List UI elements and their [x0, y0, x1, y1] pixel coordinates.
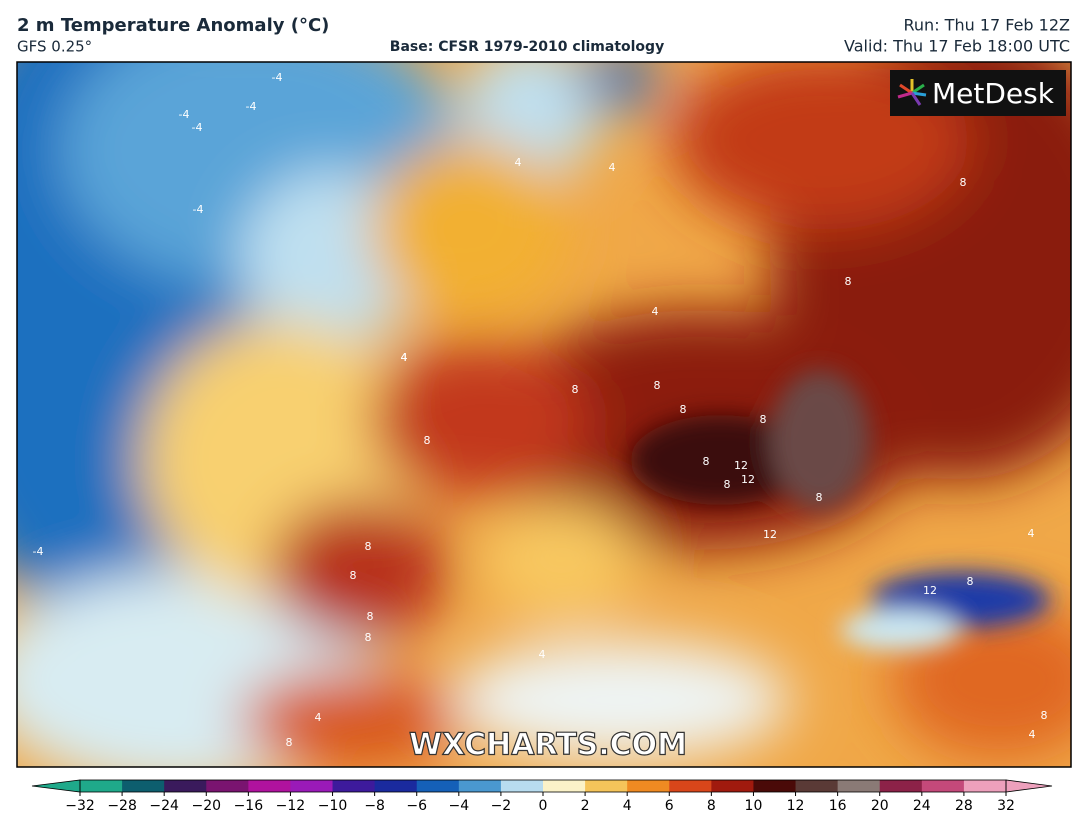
- colorbar-extend-high: [1005, 779, 1053, 793]
- contour-label: 8: [286, 736, 293, 749]
- contour-label: 8: [654, 379, 661, 392]
- colorbar-tick-label: 6: [665, 798, 674, 814]
- contour-label: 8: [572, 383, 579, 396]
- colorbar-tick-label: 4: [623, 798, 632, 814]
- watermark: WXCHARTS.COM: [409, 728, 687, 763]
- map: MetDesk WXCHARTS.COM -4-4-4-4-4-444 44888…: [17, 62, 1071, 767]
- colorbar-segment: [122, 780, 165, 792]
- contour-label: 4: [401, 351, 408, 364]
- colorbar-segment: [711, 780, 754, 792]
- logo-icon: [897, 79, 927, 106]
- colorbar: −32 −28 −24 −20 −16 −12 −10 −8 −6 −4 −2 0 2 4 6 8 10 12 16…: [31, 779, 1053, 814]
- colorbar-segment: [164, 780, 207, 792]
- colorbar-segment: [374, 780, 418, 792]
- contour-label: 8: [680, 403, 687, 416]
- contour-label: 4: [539, 648, 546, 661]
- colorbar-tick-label: 2: [581, 798, 590, 814]
- contour-label: 8: [703, 455, 710, 468]
- contour-label: 8: [845, 275, 852, 288]
- contour-label: 8: [760, 413, 767, 426]
- colorbar-tick-label: 16: [829, 798, 847, 814]
- colorbar-tick-label: −4: [448, 798, 469, 814]
- colorbar-tick-label: −12: [276, 798, 306, 814]
- contour-label: 8: [967, 575, 974, 588]
- contour-label: 12: [734, 459, 748, 472]
- colorbar-segment: [963, 780, 1007, 792]
- contour-label: 4: [652, 305, 659, 318]
- colorbar-segment: [332, 780, 376, 792]
- contour-label: -4: [193, 203, 204, 216]
- colorbar-tick-label: −2: [491, 798, 512, 814]
- contour-label: 4: [315, 711, 322, 724]
- colorbar-segment: [753, 780, 797, 792]
- contour-label: 4: [1029, 728, 1036, 741]
- colorbar-tick-label: −28: [107, 798, 137, 814]
- valid: Valid: Thu 17 Feb 18:00 UTC: [844, 37, 1070, 56]
- colorbar-tick-label: 0: [539, 798, 548, 814]
- colorbar-segment: [627, 780, 670, 792]
- contour-label: 12: [923, 584, 937, 597]
- contour-label: -4: [192, 121, 203, 134]
- contour-label: 12: [763, 528, 777, 541]
- colorbar-tick-label: −6: [406, 798, 427, 814]
- contour-label: 8: [724, 478, 731, 491]
- logo-text: MetDesk: [932, 77, 1055, 110]
- colorbar-tick-label: 32: [997, 798, 1015, 814]
- colorbar-segment: [543, 780, 586, 792]
- contour-label: 8: [365, 631, 372, 644]
- contour-label: 4: [1028, 527, 1035, 540]
- colorbar-tick-label: 24: [913, 798, 931, 814]
- contour-label: -4: [246, 100, 257, 113]
- colorbar-segment: [669, 780, 712, 792]
- contour-label: 4: [401, 351, 408, 364]
- colorbar-segment: [921, 780, 965, 792]
- base: Base: CFSR 1979-2010 climatology: [390, 39, 664, 55]
- colorbar-tick-label: 10: [745, 798, 763, 814]
- colorbar-extend-low: [31, 779, 81, 793]
- colorbar-segment: [500, 780, 544, 792]
- model: GFS 0.25°: [17, 38, 92, 56]
- run: Run: Thu 17 Feb 12Z: [904, 16, 1071, 35]
- contour-label: 4: [515, 156, 522, 169]
- map-frame: [16, 61, 1072, 768]
- contour-label: 8: [1041, 709, 1048, 722]
- colorbar-segment: [290, 780, 334, 792]
- colorbar-tick-label: −32: [65, 798, 95, 814]
- contour-label: 8: [960, 176, 967, 189]
- contour-label: 8: [816, 491, 823, 504]
- colorbar-tick-label: −24: [149, 798, 179, 814]
- contour-label: 12: [741, 473, 755, 486]
- colorbar-tick-label: 20: [871, 798, 889, 814]
- colorbar-segment: [837, 780, 881, 792]
- colorbar-segment: [80, 780, 123, 792]
- contour-label: -4: [272, 71, 283, 84]
- contour-label: 8: [367, 610, 374, 623]
- colorbar-segment: [206, 780, 249, 792]
- colorbar-segment: [248, 780, 291, 792]
- contour-label: 4: [609, 161, 616, 174]
- contour-label: 8: [365, 540, 372, 553]
- colorbar-segment: [795, 780, 839, 792]
- colorbar-tick-label: 8: [707, 798, 716, 814]
- contour-label: -4: [179, 108, 190, 121]
- colorbar-tick-label: 12: [787, 798, 805, 814]
- colorbar-tick-label: 28: [955, 798, 973, 814]
- colorbar-segment: [416, 780, 460, 792]
- contour-label: 8: [424, 434, 431, 447]
- colorbar-tick-label: −20: [191, 798, 221, 814]
- contour-label: 8: [350, 569, 357, 582]
- colorbar-segment: [879, 780, 923, 792]
- colorbar-segment: [585, 780, 628, 792]
- colorbar-tick-label: −10: [318, 798, 348, 814]
- title: 2 m Temperature Anomaly (°C): [17, 15, 329, 36]
- contour-label: -4: [33, 545, 44, 558]
- colorbar-tick-label: −16: [234, 798, 264, 814]
- colorbar-tick-label: −8: [364, 798, 385, 814]
- colorbar-segment: [458, 780, 502, 792]
